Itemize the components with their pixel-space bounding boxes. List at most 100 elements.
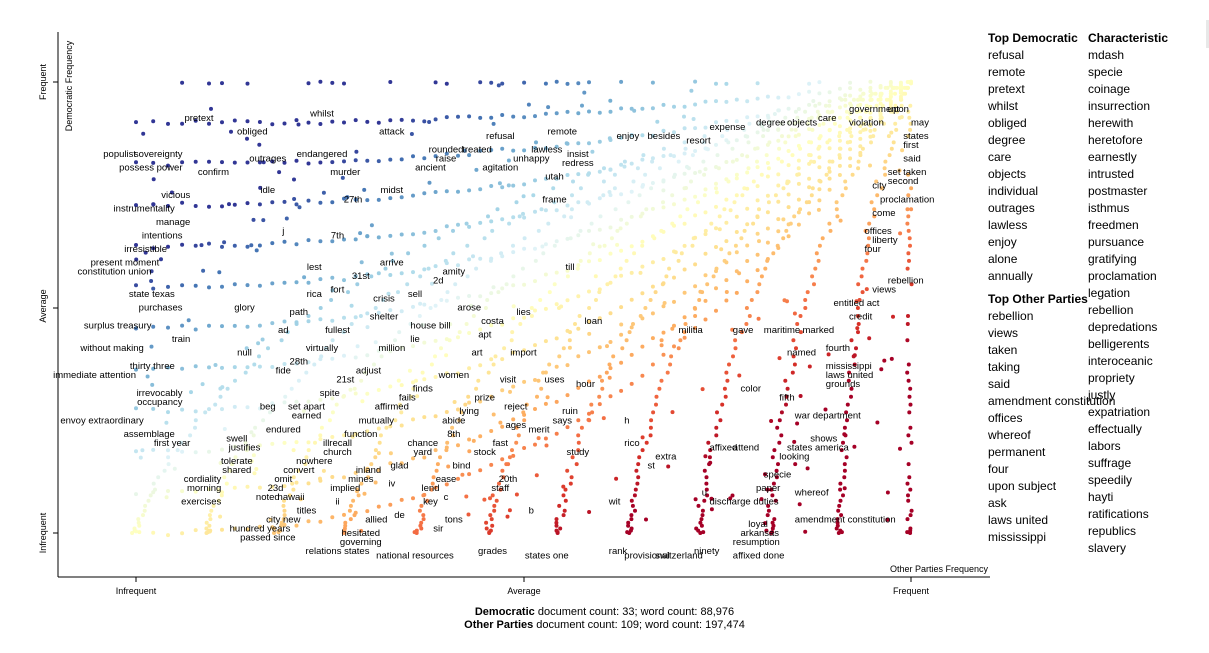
term-point[interactable] — [543, 370, 548, 375]
term-point[interactable] — [707, 455, 712, 460]
term-label[interactable]: train — [172, 334, 190, 345]
term-point[interactable] — [456, 476, 460, 481]
term-point[interactable] — [640, 211, 645, 216]
term-point[interactable] — [268, 517, 273, 522]
term-point[interactable] — [796, 197, 801, 202]
term-point[interactable] — [796, 143, 801, 148]
term-point[interactable] — [478, 187, 483, 192]
term-point[interactable] — [245, 81, 250, 86]
term-point[interactable] — [579, 425, 584, 430]
term-point[interactable] — [554, 528, 559, 533]
term-label[interactable]: 28th — [290, 357, 309, 368]
term-point[interactable] — [807, 89, 812, 94]
term-point[interactable] — [784, 394, 789, 399]
term-point[interactable] — [827, 138, 832, 143]
term-point[interactable] — [624, 338, 629, 343]
term-point[interactable] — [467, 188, 472, 193]
term-point[interactable] — [909, 207, 914, 212]
term-point[interactable] — [812, 159, 817, 164]
term-point[interactable] — [277, 170, 282, 175]
top-other-term[interactable]: taken — [988, 343, 1018, 357]
term-point[interactable] — [898, 84, 903, 89]
term-point[interactable] — [682, 335, 687, 340]
term-point[interactable] — [731, 354, 735, 359]
term-point[interactable] — [282, 513, 287, 518]
term-point[interactable] — [619, 106, 624, 111]
term-point[interactable] — [817, 80, 822, 85]
term-point[interactable] — [514, 200, 519, 205]
term-point[interactable] — [605, 282, 610, 287]
term-point[interactable] — [796, 132, 801, 137]
term-label[interactable]: ancient — [415, 163, 446, 174]
term-label[interactable]: liberty — [872, 235, 898, 246]
term-point[interactable] — [844, 410, 849, 415]
term-point[interactable] — [650, 133, 655, 138]
term-point[interactable] — [318, 433, 323, 438]
term-point[interactable] — [856, 282, 861, 287]
term-point[interactable] — [587, 109, 591, 114]
term-point[interactable] — [134, 243, 138, 247]
term-point[interactable] — [245, 324, 250, 329]
term-point[interactable] — [624, 221, 629, 226]
term-point[interactable] — [889, 356, 894, 361]
term-point[interactable] — [232, 243, 237, 248]
term-point[interactable] — [543, 436, 548, 441]
term-point[interactable] — [433, 229, 438, 233]
term-point[interactable] — [500, 457, 505, 462]
term-point[interactable] — [193, 450, 198, 455]
term-point[interactable] — [720, 134, 725, 139]
term-point[interactable] — [539, 207, 544, 212]
term-point[interactable] — [905, 517, 910, 522]
term-point[interactable] — [909, 81, 913, 86]
term-point[interactable] — [417, 508, 422, 513]
term-point[interactable] — [488, 496, 492, 501]
term-point[interactable] — [625, 530, 630, 535]
term-point[interactable] — [682, 104, 687, 109]
term-point[interactable] — [685, 164, 689, 169]
term-label[interactable]: till — [566, 262, 575, 273]
term-point[interactable] — [490, 493, 495, 498]
term-point[interactable] — [411, 232, 415, 237]
term-point[interactable] — [562, 508, 567, 513]
term-point[interactable] — [793, 462, 798, 467]
term-point[interactable] — [227, 202, 231, 207]
term-point[interactable] — [637, 455, 642, 460]
term-point[interactable] — [411, 344, 415, 349]
term-point[interactable] — [137, 523, 142, 528]
term-point[interactable] — [614, 476, 619, 481]
term-point[interactable] — [597, 244, 602, 249]
term-point[interactable] — [601, 193, 606, 198]
term-point[interactable] — [456, 222, 460, 227]
term-point[interactable] — [363, 370, 368, 375]
term-point[interactable] — [893, 103, 898, 108]
term-point[interactable] — [554, 364, 559, 369]
term-point[interactable] — [249, 243, 254, 248]
characteristic-term[interactable]: gratifying — [1088, 252, 1137, 266]
term-point[interactable] — [359, 260, 364, 265]
term-point[interactable] — [673, 250, 678, 255]
term-point[interactable] — [806, 121, 811, 126]
term-label[interactable]: wit — [608, 496, 621, 507]
term-point[interactable] — [282, 280, 287, 285]
term-point[interactable] — [478, 363, 483, 368]
term-point[interactable] — [792, 439, 797, 444]
term-point[interactable] — [390, 258, 395, 263]
term-label[interactable]: affixed done — [733, 551, 785, 562]
term-label[interactable]: art — [471, 348, 482, 359]
term-point[interactable] — [848, 130, 853, 135]
term-point[interactable] — [444, 371, 449, 376]
term-point[interactable] — [302, 275, 307, 280]
term-point[interactable] — [909, 440, 914, 445]
term-point[interactable] — [444, 224, 449, 229]
term-point[interactable] — [151, 286, 156, 291]
term-label[interactable]: rounded — [429, 145, 464, 156]
term-point[interactable] — [587, 331, 592, 336]
term-point[interactable] — [489, 115, 494, 120]
term-point[interactable] — [815, 109, 820, 114]
term-point[interactable] — [846, 378, 851, 383]
term-point[interactable] — [650, 284, 655, 289]
term-point[interactable] — [786, 95, 791, 100]
term-point[interactable] — [619, 162, 624, 167]
term-point[interactable] — [359, 481, 364, 486]
term-label[interactable]: remote — [548, 127, 578, 138]
